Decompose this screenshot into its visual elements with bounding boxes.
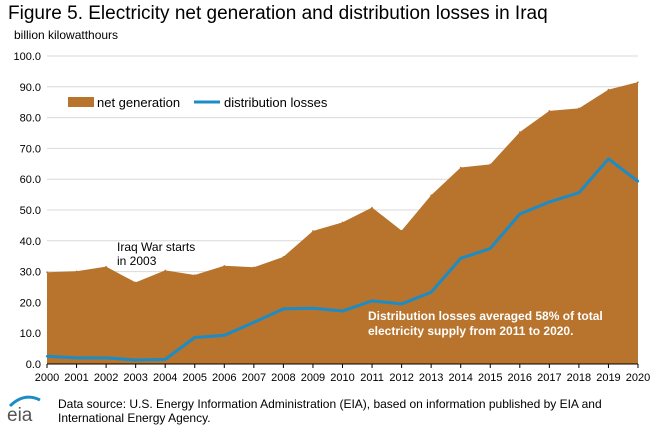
area-point-net-generation <box>223 264 226 267</box>
line-point-distribution-losses <box>341 309 344 313</box>
line-point-distribution-losses <box>45 355 49 358</box>
area-point-net-generation <box>341 221 344 224</box>
y-tick-label: 70.0 <box>20 143 41 155</box>
area-point-net-generation <box>430 194 432 197</box>
line-point-distribution-losses <box>104 356 108 360</box>
line-point-distribution-losses <box>311 307 315 310</box>
x-tick-label: 2014 <box>448 372 472 384</box>
area-point-net-generation <box>459 166 462 169</box>
legend-swatch-net-generation <box>68 97 94 107</box>
line-point-distribution-losses <box>429 291 433 294</box>
area-point-net-generation <box>193 274 196 276</box>
line-point-distribution-losses <box>75 356 78 360</box>
area-point-net-generation <box>134 281 137 284</box>
area-point-net-generation <box>253 266 255 269</box>
line-point-distribution-losses <box>548 200 551 204</box>
eia-logo: eia <box>7 395 41 424</box>
area-point-net-generation <box>578 107 580 110</box>
annotation-losses-line1: Distribution losses averaged 58% of tota… <box>368 309 603 323</box>
area-point-net-generation <box>46 271 48 274</box>
line-point-distribution-losses <box>400 302 403 306</box>
x-tick-label: 2003 <box>123 372 147 384</box>
line-point-distribution-losses <box>518 212 521 216</box>
line-point-distribution-losses <box>134 358 137 362</box>
legend: net generation distribution losses <box>68 95 328 110</box>
area-point-net-generation <box>489 163 492 166</box>
x-tick-labels: 2000 2001 2002 2003 2004 2005 2006 2007 2008 2009… <box>35 372 650 384</box>
x-tick-label: 2015 <box>478 372 502 384</box>
annotation-iraq-war-line1: Iraq War starts <box>117 240 195 254</box>
legend-label-distribution-losses: distribution losses <box>224 95 328 110</box>
x-tick-label: 2010 <box>330 372 354 384</box>
x-tick-label: 2013 <box>419 372 443 384</box>
legend-label-net-generation: net generation <box>97 95 180 110</box>
y-tick-label: 80.0 <box>20 113 41 125</box>
x-tick-label: 2008 <box>271 372 295 384</box>
x-tick-label: 2017 <box>537 372 561 384</box>
y-tick-labels: 0.0 10.0 20.0 30.0 40.0 50.0 60.0 70.0 80.0 90.0 1… <box>13 51 41 371</box>
annotation-iraq-war-line2: in 2003 <box>117 254 157 268</box>
line-point-distribution-losses <box>577 191 581 194</box>
line-point-distribution-losses <box>282 307 285 311</box>
x-tick-label: 2012 <box>389 372 413 384</box>
chart-title: Figure 5. Electricity net generation and… <box>8 3 548 24</box>
x-tick-label: 2004 <box>153 372 177 384</box>
y-tick-label: 30.0 <box>20 267 41 279</box>
eia-logo-text: eia <box>7 405 33 424</box>
x-tick-label: 2000 <box>35 372 59 384</box>
y-tick-label: 0.0 <box>26 359 41 371</box>
y-tick-label: 20.0 <box>20 297 41 309</box>
line-layer <box>45 157 640 362</box>
line-point-distribution-losses <box>252 321 256 324</box>
annotations: Iraq War starts in 2003 Distribution los… <box>117 240 603 338</box>
area-point-net-generation <box>548 110 551 112</box>
axes <box>46 363 639 368</box>
y-tick-label: 10.0 <box>20 328 41 340</box>
data-source-note: Data source: U.S. Energy Information Adm… <box>58 397 602 425</box>
x-tick-label: 2006 <box>212 372 236 384</box>
line-point-distribution-losses <box>370 299 374 303</box>
area-point-net-generation <box>607 88 610 91</box>
line-point-distribution-losses <box>223 334 226 337</box>
area-point-net-generation <box>637 81 639 83</box>
area-point-net-generation <box>105 265 107 268</box>
area-point-net-generation <box>164 269 166 272</box>
line-point-distribution-losses <box>164 358 167 361</box>
line-point-distribution-losses <box>636 180 640 183</box>
x-tick-label: 2007 <box>242 372 266 384</box>
x-tick-label: 2020 <box>626 372 650 384</box>
area-point-net-generation <box>75 270 78 273</box>
area-point-net-generation <box>312 230 314 232</box>
annotation-losses-line2: electricity supply from 2011 to 2020. <box>368 324 573 338</box>
area-point-net-generation <box>371 206 373 209</box>
y-tick-label: 60.0 <box>20 174 41 186</box>
area-point-net-generation <box>282 256 285 258</box>
x-tick-label: 2011 <box>360 372 384 384</box>
eia-logo-arc <box>8 395 41 408</box>
x-tick-label: 2001 <box>64 372 88 384</box>
x-tick-label: 2016 <box>508 372 532 384</box>
x-tick-label: 2002 <box>94 372 118 384</box>
x-tick-label: 2018 <box>567 372 591 384</box>
area-layer <box>46 81 639 365</box>
y-tick-label: 40.0 <box>20 236 41 248</box>
line-point-distribution-losses <box>459 257 462 260</box>
area-point-net-generation <box>519 131 521 133</box>
x-tick-label: 2019 <box>596 372 620 384</box>
y-tick-label: 50.0 <box>20 205 41 217</box>
units-label: billion kilowatthours <box>14 28 119 42</box>
area-point-net-generation <box>400 229 403 232</box>
line-point-distribution-losses <box>607 157 610 161</box>
x-tick-label: 2009 <box>301 372 325 384</box>
line-point-distribution-losses <box>489 247 492 250</box>
x-tick-label: 2005 <box>183 372 207 384</box>
line-point-distribution-losses <box>193 336 196 339</box>
y-tick-label: 100.0 <box>13 51 41 63</box>
chart-canvas: 0.0 10.0 20.0 30.0 40.0 50.0 60.0 70.0 80.0 90.0 1… <box>13 51 650 384</box>
y-tick-label: 90.0 <box>20 82 41 94</box>
